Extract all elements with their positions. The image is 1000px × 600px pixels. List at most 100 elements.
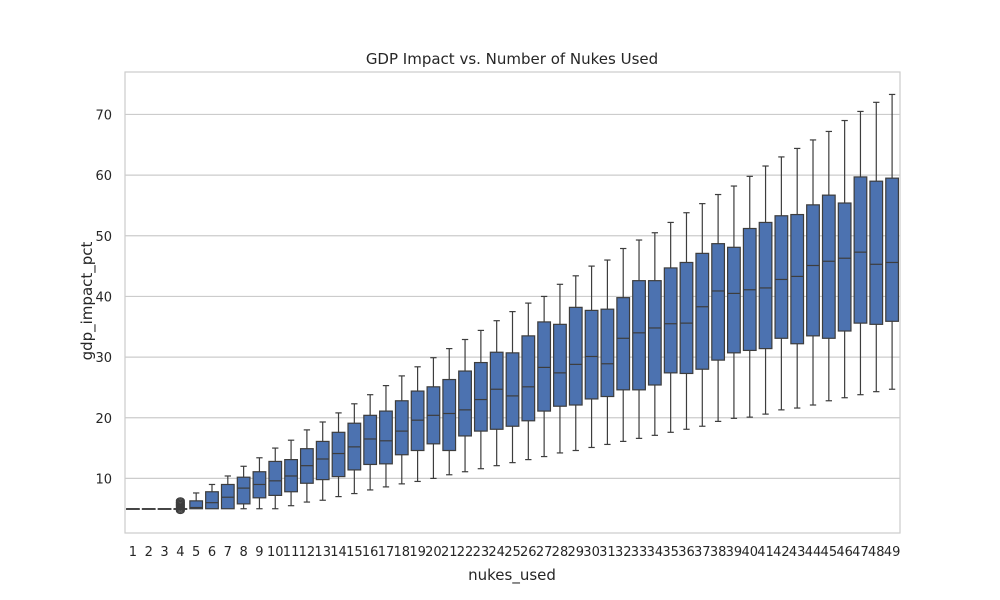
box — [632, 280, 646, 391]
x-tick-label: 22 — [457, 545, 474, 560]
box — [521, 335, 536, 422]
box — [663, 267, 678, 374]
y-axis-label: gdp_impact_pct — [78, 241, 97, 360]
y-tick-label: 30 — [95, 351, 112, 366]
y-tick-label: 70 — [95, 108, 112, 123]
x-tick-label: 19 — [409, 545, 426, 560]
box — [711, 243, 726, 361]
chart-title: GDP Impact vs. Number of Nukes Used — [366, 50, 658, 68]
x-tick-label: 26 — [520, 545, 537, 560]
x-tick-label: 24 — [488, 545, 505, 560]
x-tick-label: 28 — [552, 545, 569, 560]
x-tick-label: 23 — [473, 545, 490, 560]
x-tick-label: 29 — [567, 545, 584, 560]
box — [774, 215, 789, 339]
x-tick-label: 11 — [283, 545, 300, 560]
x-tick-label: 21 — [441, 545, 458, 560]
y-tick-label: 20 — [95, 412, 112, 427]
box — [600, 308, 615, 398]
box — [727, 246, 741, 354]
x-tick-label: 41 — [757, 545, 774, 560]
y-tick-label: 10 — [95, 472, 112, 487]
box — [869, 180, 884, 325]
box — [268, 460, 283, 496]
plot-frame — [124, 71, 901, 534]
x-tick-label: 10 — [267, 545, 284, 560]
x-tick-label: 6 — [208, 545, 216, 560]
box — [489, 351, 504, 430]
x-tick-label: 45 — [821, 545, 838, 560]
x-tick-label: 27 — [536, 545, 553, 560]
x-axis-label: nukes_used — [468, 566, 556, 585]
y-tick-label: 50 — [95, 230, 112, 245]
x-tick-label: 3 — [160, 545, 168, 560]
x-tick-label: 8 — [239, 545, 247, 560]
box — [394, 400, 409, 456]
box — [647, 280, 662, 386]
x-tick-label: 30 — [583, 545, 600, 560]
x-tick-label: 12 — [299, 545, 316, 560]
x-tick-label: 49 — [884, 545, 901, 560]
x-tick-label: 47 — [852, 545, 869, 560]
box — [189, 500, 204, 510]
x-tick-label: 44 — [805, 545, 822, 560]
box — [806, 204, 820, 337]
box — [220, 483, 235, 510]
y-tick-label: 40 — [95, 290, 112, 305]
box — [379, 410, 393, 465]
x-tick-label: 18 — [394, 545, 411, 560]
box — [885, 177, 900, 322]
box — [331, 431, 346, 478]
box — [616, 297, 631, 391]
x-tick-label: 38 — [710, 545, 727, 560]
box — [537, 321, 552, 412]
box — [695, 252, 710, 370]
x-tick-label: 42 — [773, 545, 790, 560]
box — [205, 491, 219, 510]
box — [363, 414, 378, 466]
x-tick-label: 5 — [192, 545, 200, 560]
x-tick-label: 36 — [678, 545, 695, 560]
x-tick-label: 31 — [599, 545, 616, 560]
x-tick-label: 4 — [176, 545, 184, 560]
x-tick-label: 20 — [425, 545, 442, 560]
x-tick-label: 32 — [615, 545, 632, 560]
box — [790, 213, 805, 345]
box — [315, 440, 330, 481]
x-tick-label: 13 — [314, 545, 331, 560]
box — [442, 378, 457, 452]
box — [236, 476, 251, 505]
x-tick-label: 17 — [378, 545, 395, 560]
x-tick-label: 14 — [330, 545, 347, 560]
box — [758, 221, 773, 350]
box — [821, 194, 836, 339]
x-tick-label: 48 — [868, 545, 885, 560]
y-tick-label: 60 — [95, 169, 112, 184]
x-tick-labels: 1 2 3 4 5 6 7 8 9 10 11 12 13 14 15 16 17 18 19 20 21 22 23 24 2… — [129, 545, 901, 560]
box — [853, 176, 868, 324]
box — [568, 306, 583, 406]
box — [473, 361, 488, 432]
y-tick-labels: 10 20 30 40 50 60 70 — [95, 108, 112, 487]
box — [553, 323, 567, 407]
box-series — [125, 93, 900, 515]
x-tick-label: 40 — [741, 545, 758, 560]
box — [679, 261, 694, 375]
x-tick-label: 16 — [362, 545, 379, 560]
x-tick-label: 25 — [504, 545, 521, 560]
x-tick-label: 46 — [836, 545, 853, 560]
x-tick-label: 7 — [224, 545, 232, 560]
x-tick-label: 39 — [726, 545, 743, 560]
box — [584, 309, 599, 400]
x-tick-label: 9 — [255, 545, 263, 560]
x-tick-label: 2 — [145, 545, 153, 560]
x-tick-label: 15 — [346, 545, 363, 560]
x-tick-label: 33 — [631, 545, 648, 560]
x-tick-label: 1 — [129, 545, 137, 560]
x-tick-label: 43 — [789, 545, 806, 560]
outlier-point — [175, 497, 185, 505]
x-tick-label: 34 — [647, 545, 664, 560]
x-tick-label: 37 — [694, 545, 711, 560]
box — [410, 390, 425, 452]
